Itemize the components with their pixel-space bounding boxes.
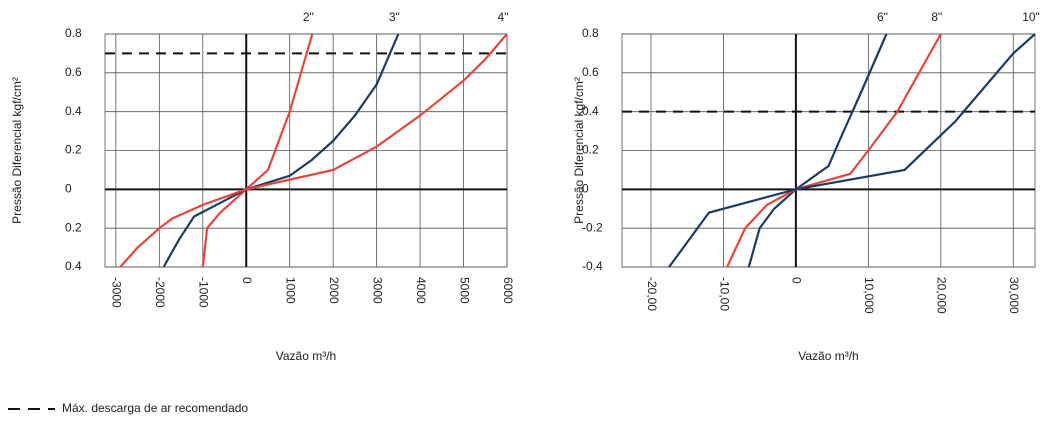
x-tick-label: 3000 [370,277,384,304]
x-tick-label: -20,00 [645,277,659,311]
series-line [119,33,508,268]
x-tick-label: 1000 [284,277,298,304]
y-tick-label: 0 [582,182,589,196]
y-tick-label: 0.6 [582,65,599,79]
series-line [747,33,888,268]
y-tick-label: 0.2 [65,143,82,157]
y-tick-label: 0.8 [65,26,82,40]
series-line [726,33,942,268]
x-axis-label: Vazão m³/h [798,349,858,363]
x-axis-label: Vazão m³/h [276,349,336,363]
x-tick-label: 10,000 [862,277,876,314]
x-tick-label: -3000 [110,277,124,308]
x-tick-label: -1000 [197,277,211,308]
y-axis-label: Pressão Diferencial kgf/cm² [572,77,586,224]
y-axis-label: Pressão Diferencial kgf/cm² [10,77,24,224]
y-tick-label: 0.4 [65,104,82,118]
y-tick-label: -0.4 [582,259,603,273]
x-tick-label: 4000 [414,277,428,304]
y-tick-label: 0.8 [582,26,599,40]
plot-border [621,33,1036,268]
plot-border [104,33,508,268]
y-tick-label: 0.2 [65,220,82,234]
x-tick-label: 0 [240,277,254,284]
x-tick-label: 2000 [327,277,341,304]
series-label: 2" [303,10,314,24]
x-tick-label: 5000 [457,277,471,304]
x-tick-label: -10,00 [717,277,731,311]
series-label: 4" [498,10,509,24]
y-tick-label: 0.4 [582,104,599,118]
series-label: 10" [1022,10,1040,24]
series-label: 6" [877,10,888,24]
series-line [668,33,1036,268]
x-tick-label: -2000 [153,277,167,308]
x-tick-label: 0 [790,277,804,284]
x-tick-label: 20,000 [935,277,949,314]
y-tick-label: -0.2 [582,220,603,234]
y-tick-label: 0 [65,182,72,196]
y-tick-label: 0.2 [582,143,599,157]
y-tick-label: 0.4 [65,259,82,273]
legend-label: Máx. descarga de ar recomendado [62,401,248,415]
x-tick-label: 6000 [501,277,515,304]
series-label: 3" [389,10,400,24]
series-line [162,33,400,268]
series-label: 8" [931,10,942,24]
y-tick-label: 0.6 [65,65,82,79]
x-tick-label: 30,000 [1007,277,1021,314]
